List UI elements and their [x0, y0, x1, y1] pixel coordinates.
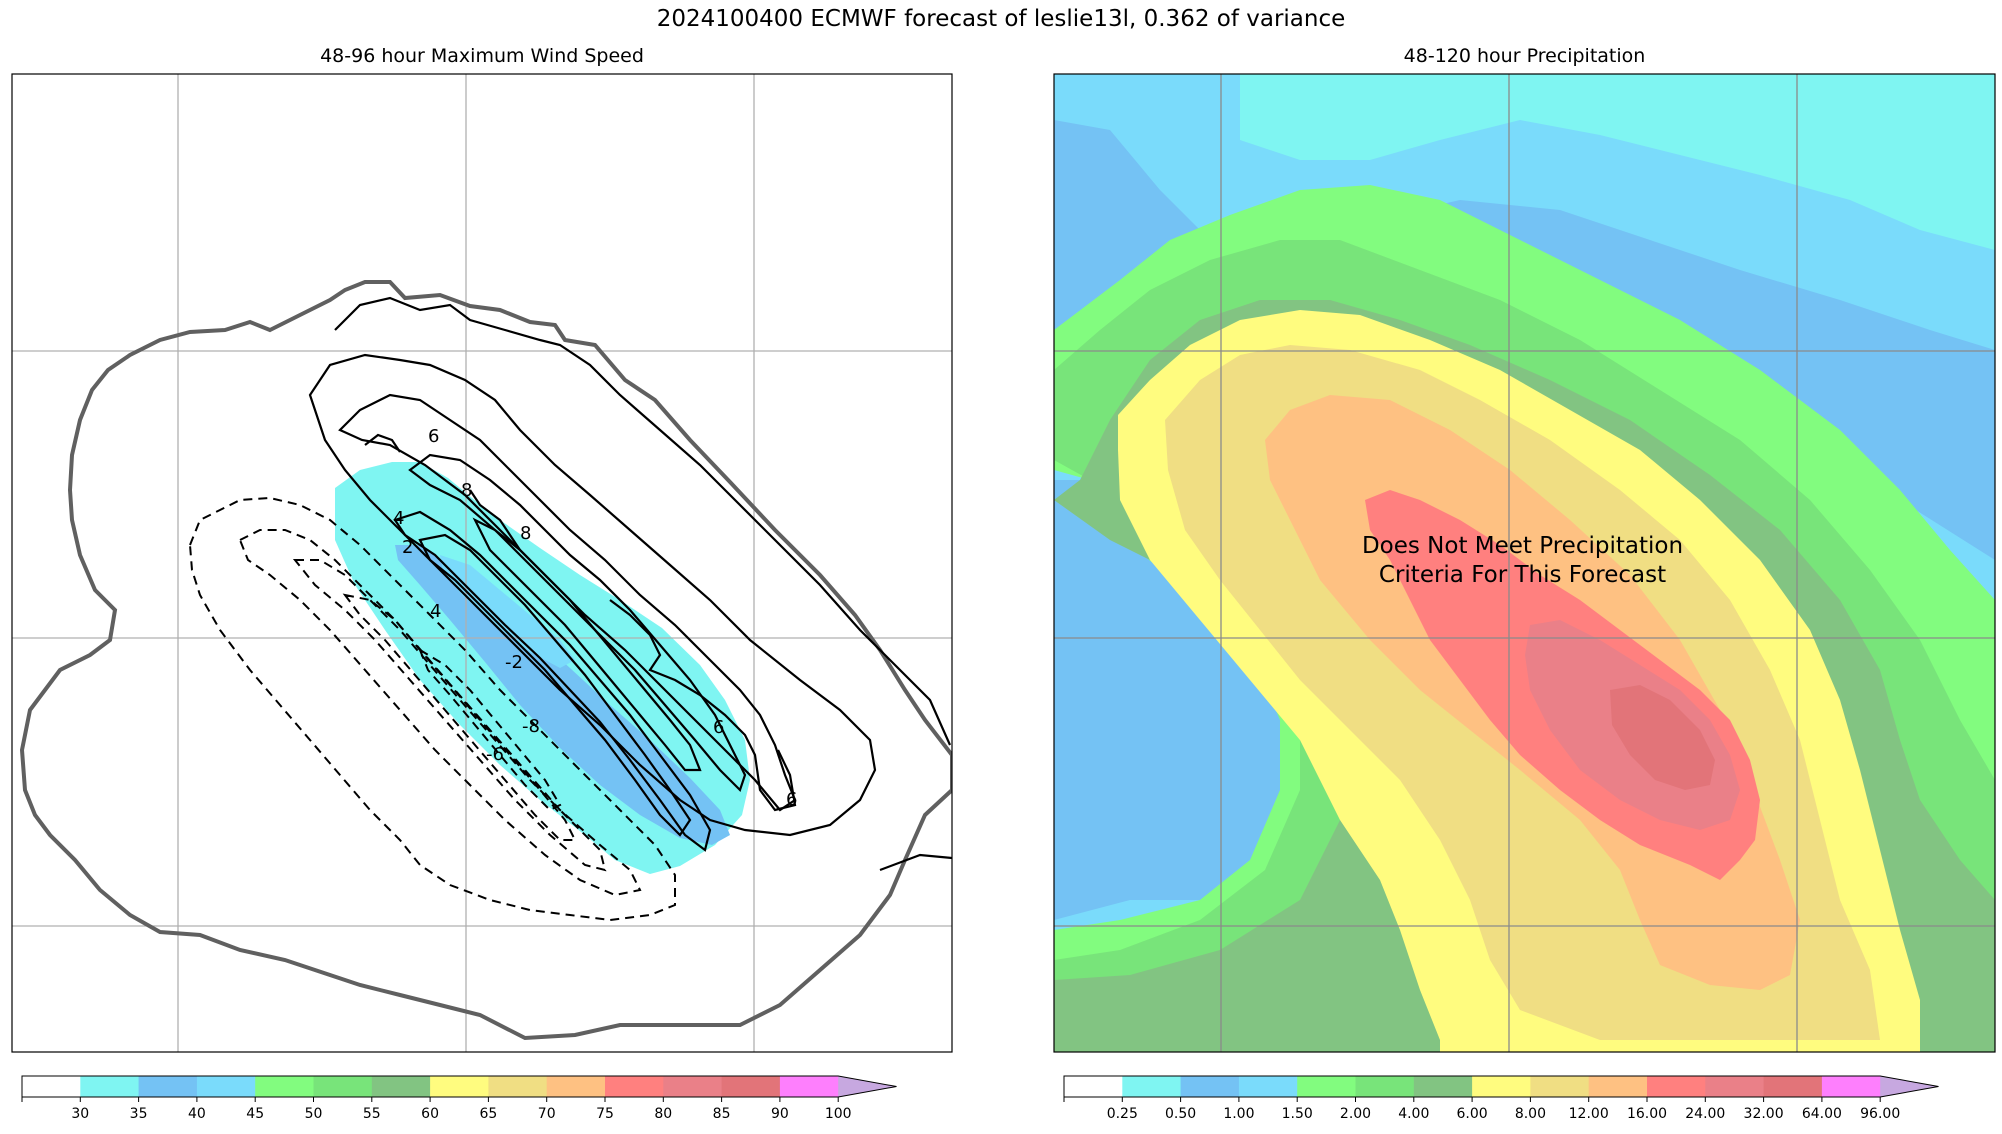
wind-colorbar-swatch [138, 1076, 198, 1097]
wind-colorbar-tick-label: 65 [479, 1106, 497, 1122]
wind-colorbar-tick-label: 30 [71, 1106, 89, 1122]
precip-colorbar-tick-label: 2.00 [1340, 1106, 1371, 1122]
wind-colorbar-swatch [663, 1076, 723, 1097]
contour-label: -8 [522, 716, 540, 737]
precip-colorbar-swatch [1588, 1076, 1648, 1097]
wind-colorbar-tick-label: 70 [538, 1106, 556, 1122]
precip-panel-title: 48-120 hour Precipitation [1403, 45, 1646, 67]
precip-shade-0.50 [1054, 74, 1995, 250]
precip-colorbar: 0.25 0.50 1.00 1.50 2.00 4.00 6.00 8.00 12.00 16.… [1063, 1075, 1939, 1122]
precip-colorbar-tick-label: 12.00 [1569, 1106, 1609, 1122]
wind-colorbar-swatch [255, 1076, 314, 1097]
precip-shade-1.50b [1054, 480, 1300, 920]
precip-map-frame [1053, 73, 1996, 1053]
contour-label: 8 [520, 523, 531, 544]
wind-colorbar-swatch [838, 1076, 897, 1097]
wind-colorbar-swatch [488, 1076, 548, 1097]
wind-grid [12, 74, 952, 1052]
precip-colorbar-swatch [1647, 1076, 1706, 1097]
wind-colorbar-outline [21, 1075, 897, 1098]
precip-colorbar-swatch [1297, 1076, 1356, 1097]
wind-contours-negative [188, 496, 676, 922]
precip-colorbar-swatch [1122, 1076, 1182, 1097]
wind-colorbar-swatch [605, 1076, 664, 1097]
contour-label: 6 [428, 426, 439, 447]
wind-colorbar-swatch [430, 1076, 489, 1097]
precip-colorbar-tick-label: 24.00 [1685, 1106, 1725, 1122]
wind-contours-positive [308, 296, 952, 872]
wind-colorbar-swatch [196, 1076, 256, 1097]
wind-colorbar: 30 35 40 45 50 55 60 65 70 75 80 85 90 100 [21, 1075, 897, 1122]
precip-colorbar-tick-label: 6.00 [1457, 1106, 1488, 1122]
wind-contour-labels: 6 8 8 4 2 4 -2 -8 -6 6 6 [393, 426, 797, 810]
contour-label: -6 [486, 744, 504, 765]
precip-colorbar-swatch [1763, 1076, 1823, 1097]
notice-line-2: Criteria For This Forecast [1378, 562, 1667, 588]
precip-colorbar-swatch [1705, 1076, 1765, 1097]
wind-map: 6 8 8 4 2 4 -2 -8 -6 6 6 [12, 74, 952, 1052]
precip-criteria-notice: Does Not Meet Precipitation Criteria For… [1240, 532, 1805, 590]
contour-label: 2 [402, 537, 413, 558]
contour-label: 6 [786, 789, 797, 810]
wind-colorbar-swatch [313, 1076, 373, 1097]
precip-colorbar-swatch [1821, 1076, 1881, 1097]
precip-colorbar-tick-label: 8.00 [1515, 1106, 1546, 1122]
wind-colorbar-tick-label: 35 [130, 1106, 148, 1122]
contour-label: 4 [430, 601, 441, 622]
wind-colorbar-tick-label: 60 [421, 1106, 439, 1122]
wind-map-frame [11, 73, 953, 1053]
precip-colorbar-tick-label: 16.00 [1627, 1106, 1667, 1122]
precip-grid [1054, 74, 1995, 1052]
precip-map [1054, 74, 1995, 1052]
precip-colorbar-tick-label: 0.25 [1107, 1106, 1138, 1122]
wind-colorbar-swatch [80, 1076, 140, 1097]
precip-colorbar-swatch [1413, 1076, 1473, 1097]
wind-colorbar-tick-label: 75 [596, 1106, 614, 1122]
contour-label: -2 [505, 652, 523, 673]
precip-colorbar-tick-label: 64.00 [1802, 1106, 1842, 1122]
wind-colorbar-tick-label: 90 [771, 1106, 789, 1122]
precip-colorbar-tick-label: 32.00 [1744, 1106, 1784, 1122]
notice-line-1: Does Not Meet Precipitation [1361, 533, 1684, 559]
wind-shade-40 [440, 555, 575, 668]
contour-label: 6 [713, 717, 724, 738]
precip-colorbar-tick-label: 96.00 [1860, 1106, 1900, 1122]
precip-colorbar-swatch [1880, 1076, 1939, 1097]
precip-colorbar-swatch [1530, 1076, 1590, 1097]
wind-colorbar-swatch [371, 1076, 431, 1097]
wind-colorbar-swatch [22, 1076, 81, 1097]
wind-colorbar-tick-label: 45 [246, 1106, 264, 1122]
precip-colorbar-swatch [1238, 1076, 1298, 1097]
wind-panel-title: 48-96 hour Maximum Wind Speed [320, 45, 644, 67]
precip-colorbar-tick-label: 1.00 [1223, 1106, 1254, 1122]
wind-colorbar-swatch [721, 1076, 781, 1097]
contour-label: 8 [461, 480, 472, 501]
precip-colorbar-tick-label: 0.50 [1165, 1106, 1196, 1122]
wind-colorbar-tick-label: 40 [188, 1106, 206, 1122]
wind-colorbar-tick-label: 55 [363, 1106, 381, 1122]
precip-colorbar-tick-label: 1.50 [1282, 1106, 1313, 1122]
wind-colorbar-tick-label: 80 [654, 1106, 672, 1122]
precip-shade-64.00 [1610, 685, 1715, 790]
precip-colorbar-tick-label: 4.00 [1398, 1106, 1429, 1122]
contour-label: 4 [393, 508, 404, 529]
wind-colorbar-tick-label: 50 [305, 1106, 323, 1122]
wind-colorbar-swatch [779, 1076, 839, 1097]
wind-colorbar-tick-label: 85 [713, 1106, 731, 1122]
precip-colorbar-swatch [1180, 1076, 1240, 1097]
precip-colorbar-swatch [1064, 1076, 1123, 1097]
figure-title: 2024100400 ECMWF forecast of leslie13l, … [656, 6, 1346, 32]
wind-colorbar-swatch [546, 1076, 606, 1097]
precip-colorbar-swatch [1472, 1076, 1531, 1097]
precip-colorbar-swatch [1355, 1076, 1415, 1097]
wind-domain-boundary [19, 280, 952, 1041]
precip-shade-1.00 [1054, 120, 1995, 560]
wind-colorbar-tick-label: 100 [825, 1106, 852, 1122]
precip-colorbar-outline [1063, 1075, 1939, 1098]
